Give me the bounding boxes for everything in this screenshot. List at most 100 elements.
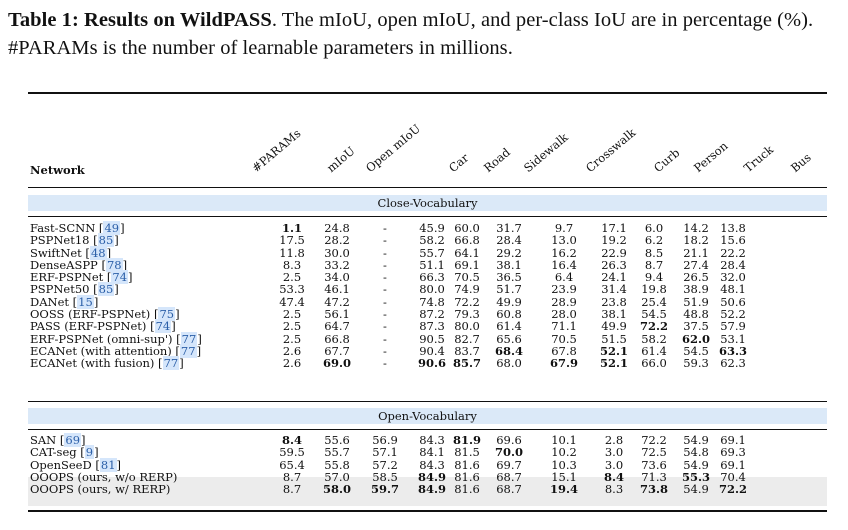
- cell-crosswalk: 70.5: [551, 331, 577, 346]
- cell-open-miou: -: [383, 233, 387, 248]
- citation-link[interactable]: 69: [64, 433, 82, 447]
- cell-road: 69.1: [454, 257, 480, 272]
- network-name: ERF-PSPNet (omni-sup') [77]: [30, 331, 202, 346]
- table-row: OOSS (ERF-PSPNet) [75] 2.5 56.1 - 87.2 79.3 60…: [28, 307, 748, 322]
- citation-link[interactable]: 49: [103, 221, 121, 235]
- cell-truck: 21.1: [683, 245, 709, 260]
- cell-person: 73.6: [641, 457, 667, 472]
- cell-road: 81.6: [454, 482, 480, 497]
- table-row: OOOPS (ours, w/ RERP) 8.7 58.0 59.7 84.9 81.6…: [28, 482, 748, 497]
- open-vocab-section-title: Open-Vocabulary: [28, 408, 827, 424]
- cell-truck: 55.3: [681, 469, 710, 484]
- cell-truck: 14.2: [683, 221, 709, 235]
- cell-curb: 8.3: [604, 482, 624, 497]
- network-label: PASS (ERF-PSPNet): [30, 319, 147, 334]
- column-header-car: Car: [446, 150, 472, 175]
- citation-link[interactable]: 48: [89, 245, 107, 260]
- cell-open-miou: -: [383, 319, 387, 334]
- network-label: ERF-PSPNet (omni-sup'): [30, 331, 173, 346]
- cell-curb: 23.8: [601, 294, 627, 309]
- cell-bus: 32.0: [720, 270, 746, 285]
- cell-car: 84.9: [417, 482, 446, 497]
- cell-params: 8.3: [282, 257, 302, 272]
- cell-miou: 30.0: [324, 245, 350, 260]
- cell-curb: 52.1: [599, 356, 628, 371]
- cell-person: 61.4: [641, 343, 667, 358]
- cell-road: 81.6: [454, 469, 480, 484]
- cell-person: 8.5: [644, 245, 664, 260]
- cell-car: 55.7: [419, 245, 445, 260]
- cell-car: 74.8: [419, 294, 445, 309]
- cell-person: 19.8: [641, 282, 667, 297]
- cell-truck: 51.9: [683, 294, 709, 309]
- cell-road: 79.3: [454, 307, 480, 322]
- cell-bus: 69.1: [720, 457, 746, 472]
- citation-link[interactable]: 77: [180, 331, 198, 346]
- cell-params: 2.5: [282, 331, 302, 346]
- cell-miou: 34.0: [324, 270, 350, 285]
- citation-link[interactable]: 85: [97, 233, 115, 248]
- cell-sidewalk: 68.4: [494, 343, 523, 358]
- table-row: ERF-PSPNet [74] 2.5 34.0 - 66.3 70.5 36.5 6.4 24…: [28, 270, 748, 285]
- network-label: OOOPS (ours, w/ RERP): [30, 482, 171, 497]
- cell-sidewalk: 68.7: [496, 469, 522, 484]
- cell-road: 70.5: [454, 270, 480, 285]
- network-label: Fast-SCNN: [30, 221, 96, 235]
- network-name: CAT-seg [9]: [30, 445, 99, 460]
- cell-person: 73.8: [639, 482, 668, 497]
- cell-curb: 52.1: [599, 343, 628, 358]
- cell-person: 72.2: [641, 433, 667, 447]
- cell-road: 60.0: [454, 221, 480, 235]
- cell-crosswalk: 6.4: [554, 270, 574, 285]
- citation-link[interactable]: 74: [111, 270, 129, 285]
- cell-miou: 24.8: [324, 221, 350, 235]
- cell-open-miou: -: [383, 294, 387, 309]
- citation-link[interactable]: 74: [154, 319, 172, 334]
- cell-person: 72.5: [641, 445, 667, 460]
- network-name: ERF-PSPNet [74]: [30, 270, 133, 285]
- citation-link[interactable]: 77: [179, 343, 197, 358]
- cell-bus: 72.2: [718, 482, 747, 497]
- citation-link[interactable]: 77: [162, 356, 180, 371]
- cell-car: 84.3: [419, 433, 445, 447]
- cell-open-miou: 58.5: [372, 469, 398, 484]
- cell-open-miou: -: [383, 282, 387, 297]
- cell-bus: 69.3: [720, 445, 746, 460]
- cell-open-miou: -: [383, 331, 387, 346]
- cell-bus: 62.3: [720, 356, 746, 371]
- network-name: OOOPS (ours, w/o RERP): [28, 471, 266, 483]
- cell-params: 1.1: [281, 221, 302, 235]
- citation-link[interactable]: 75: [158, 307, 176, 322]
- cell-miou: 55.6: [324, 433, 350, 447]
- network-label: DANet: [30, 294, 70, 309]
- citation-link[interactable]: 81: [99, 457, 117, 472]
- network-label: OOOPS (ours, w/o RERP): [30, 469, 178, 484]
- network-label: ERF-PSPNet: [30, 270, 104, 285]
- citation-link[interactable]: 9: [84, 445, 95, 460]
- table-row: Fast-SCNN [49] 1.1 24.8 - 45.9 60.0 31.7 9.7 17.…: [28, 221, 748, 235]
- table-row: DenseASPP [78] 8.3 33.2 - 51.1 69.1 38.1 16.4 26…: [28, 257, 748, 272]
- cell-truck: 54.9: [683, 482, 709, 497]
- citation-link[interactable]: 15: [77, 294, 94, 309]
- cell-sidewalk: 68.0: [496, 356, 522, 371]
- cell-car: 87.2: [419, 307, 445, 322]
- cell-road: 72.2: [454, 294, 480, 309]
- cell-crosswalk: 28.9: [551, 294, 577, 309]
- citation-link[interactable]: 78: [105, 257, 123, 272]
- cell-road: 81.9: [452, 433, 481, 447]
- cell-bus: 48.1: [720, 282, 746, 297]
- citation-link[interactable]: 85: [97, 282, 115, 297]
- network-label: ECANet (with attention): [30, 343, 172, 358]
- column-header-crosswalk: Crosswalk: [583, 125, 639, 175]
- cell-truck: 54.9: [683, 457, 709, 472]
- cell-params: 2.5: [282, 307, 302, 322]
- cell-person: 72.2: [639, 319, 668, 334]
- cell-truck: 38.9: [683, 282, 709, 297]
- column-header-road: Road: [481, 145, 513, 175]
- cell-bus: 70.4: [720, 469, 746, 484]
- cell-car: 87.3: [419, 319, 445, 334]
- cell-bus: 28.4: [720, 257, 746, 272]
- cell-crosswalk: 67.8: [551, 343, 577, 358]
- cell-person: 6.0: [644, 221, 664, 235]
- cell-open-miou: -: [383, 356, 387, 371]
